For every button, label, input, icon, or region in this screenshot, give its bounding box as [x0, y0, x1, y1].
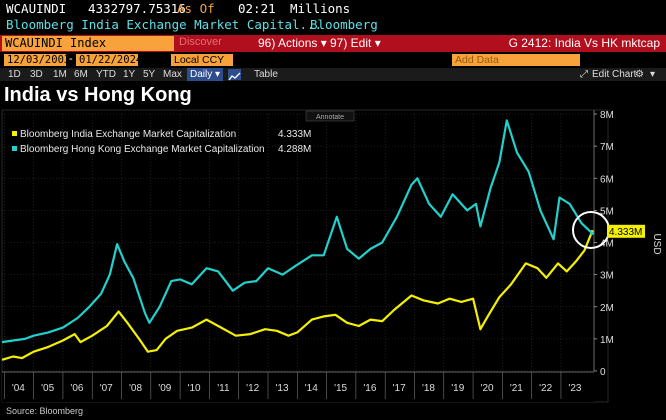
legend-label-india: Bloomberg India Exchange Market Capitali…	[20, 129, 236, 140]
x-tick-label: '14	[305, 383, 318, 394]
x-tick-label: '07	[100, 383, 113, 394]
edit-chart-icon[interactable]: ⤢	[580, 69, 588, 80]
period-6m[interactable]: 6M	[74, 69, 88, 80]
date-separator: -	[69, 53, 73, 65]
table-button[interactable]: Table	[254, 69, 278, 80]
x-tick-label: '10	[188, 383, 201, 394]
period-1m[interactable]: 1M	[53, 69, 67, 80]
actions-menu[interactable]: 96) Actions ▾	[258, 36, 327, 50]
period-ytd[interactable]: YTD	[96, 69, 116, 80]
y-tick-label: 7M	[600, 142, 614, 153]
x-tick-label: '17	[393, 383, 406, 394]
units-label: Millions	[290, 1, 351, 16]
legend-value-hongkong: 4.288M	[278, 144, 311, 155]
hongkong-series-line	[1, 119, 593, 344]
plot-area	[1, 109, 609, 403]
more-icon[interactable]: ▾	[650, 69, 656, 80]
saved-chart-title: G 2412: India Vs HK mktcap	[508, 36, 660, 50]
source-label: Bloomberg	[310, 17, 378, 32]
x-tick-label: '20	[481, 383, 494, 394]
command-bar: WCAUINDI Index Discover 96) Actions ▾ 97…	[0, 35, 666, 52]
annotate-tab[interactable]	[305, 110, 355, 122]
y-tick-label: 4M	[600, 239, 614, 250]
y-tick-label: 2M	[600, 303, 614, 314]
legend-swatch-hongkong	[12, 146, 17, 151]
x-axis: '04 '05 '06 '07 '08 '09 '10 '11 '12 '13 '14 '15 '16 '…	[2, 371, 594, 402]
y-tick-label: 0	[600, 367, 606, 378]
x-axis-band	[2, 372, 594, 402]
y-tick-label: 5M	[600, 206, 614, 217]
x-tick-label: '04	[12, 383, 25, 394]
x-tick-label: '16	[363, 383, 376, 394]
period-toolbar: 1D 3D 1M 6M YTD 1Y 5Y Max Daily ▾ Table …	[0, 68, 666, 81]
hongkong-last-point	[590, 231, 594, 236]
edit-chart-button[interactable]: Edit Chart	[592, 69, 637, 80]
annotate-label: Annotate	[316, 114, 344, 121]
y-axis: 0 1M 2M 3M 4M 5M 6M 7M 8M	[593, 110, 614, 378]
quote-header: WCAUINDI 4332797.75316 As Of 02:21 Milli…	[0, 0, 666, 17]
add-data-input[interactable]: Add Data	[452, 54, 580, 66]
period-3d[interactable]: 3D	[30, 69, 43, 80]
start-date-input[interactable]: 12/03/2003	[4, 54, 70, 66]
x-tick-label: '12	[246, 383, 259, 394]
legend-value-india: 4.333M	[278, 129, 311, 140]
last-value-label: 4.333M	[609, 227, 642, 238]
x-tick-label: '13	[275, 383, 288, 394]
india-series-line	[1, 231, 594, 361]
x-tick-label: '18	[422, 383, 435, 394]
last-value: 4332797.75316	[88, 1, 186, 16]
source-footer: Source: Bloomberg	[6, 406, 84, 416]
legend-label-hongkong: Bloomberg Hong Kong Exchange Market Capi…	[20, 144, 265, 155]
x-tick-label: '22	[539, 383, 552, 394]
x-tick-label: '06	[70, 383, 83, 394]
x-tick-label: '09	[158, 383, 171, 394]
gridlines	[2, 113, 594, 372]
date-range-bar: 12/03/2003 - 01/22/2024 Local CCY Add Da…	[0, 53, 666, 67]
index-input[interactable]: WCAUINDI Index	[2, 36, 174, 51]
last-value-tag: 4.333M	[607, 224, 645, 238]
legend-swatch-india	[12, 131, 17, 136]
x-tick-label: '08	[129, 383, 142, 394]
period-1d[interactable]: 1D	[8, 69, 21, 80]
line-chart-icon[interactable]	[228, 69, 241, 81]
chart-title: India vs Hong Kong	[4, 84, 192, 106]
frequency-select[interactable]: Daily ▾	[187, 68, 224, 81]
x-tick-label: '19	[451, 383, 464, 394]
discover-button[interactable]: Discover	[179, 36, 222, 48]
y-tick-label: 3M	[600, 271, 614, 282]
end-date-input[interactable]: 01/22/2024	[76, 54, 142, 66]
y-axis-label: USD	[651, 233, 662, 254]
period-5y[interactable]: 5Y	[143, 69, 156, 80]
x-tick-label: '21	[510, 383, 523, 394]
x-tick-label: '05	[41, 383, 54, 394]
settings-icon[interactable]: ⚙	[635, 69, 644, 80]
as-of-time: 02:21	[238, 1, 276, 16]
period-max[interactable]: Max	[163, 69, 182, 80]
x-tick-label: '15	[334, 383, 347, 394]
y-tick-label: 1M	[600, 335, 614, 346]
x-tick-label: '11	[217, 383, 230, 394]
y-tick-label: 8M	[600, 110, 614, 121]
security-name: Bloomberg India Exchange Market Capital.…	[6, 17, 323, 32]
legend: Bloomberg India Exchange Market Capitali…	[12, 129, 311, 155]
series-lines	[1, 119, 594, 361]
security-description: Bloomberg India Exchange Market Capital.…	[0, 17, 666, 34]
period-1y[interactable]: 1Y	[123, 69, 136, 80]
as-of-label: As Of	[177, 1, 215, 16]
currency-select[interactable]: Local CCY	[171, 54, 233, 66]
x-tick-label: '23	[568, 383, 581, 394]
y-tick-label: 6M	[600, 174, 614, 185]
ticker-symbol[interactable]: WCAUINDI	[6, 1, 67, 16]
edit-menu[interactable]: 97) Edit ▾	[330, 36, 381, 50]
